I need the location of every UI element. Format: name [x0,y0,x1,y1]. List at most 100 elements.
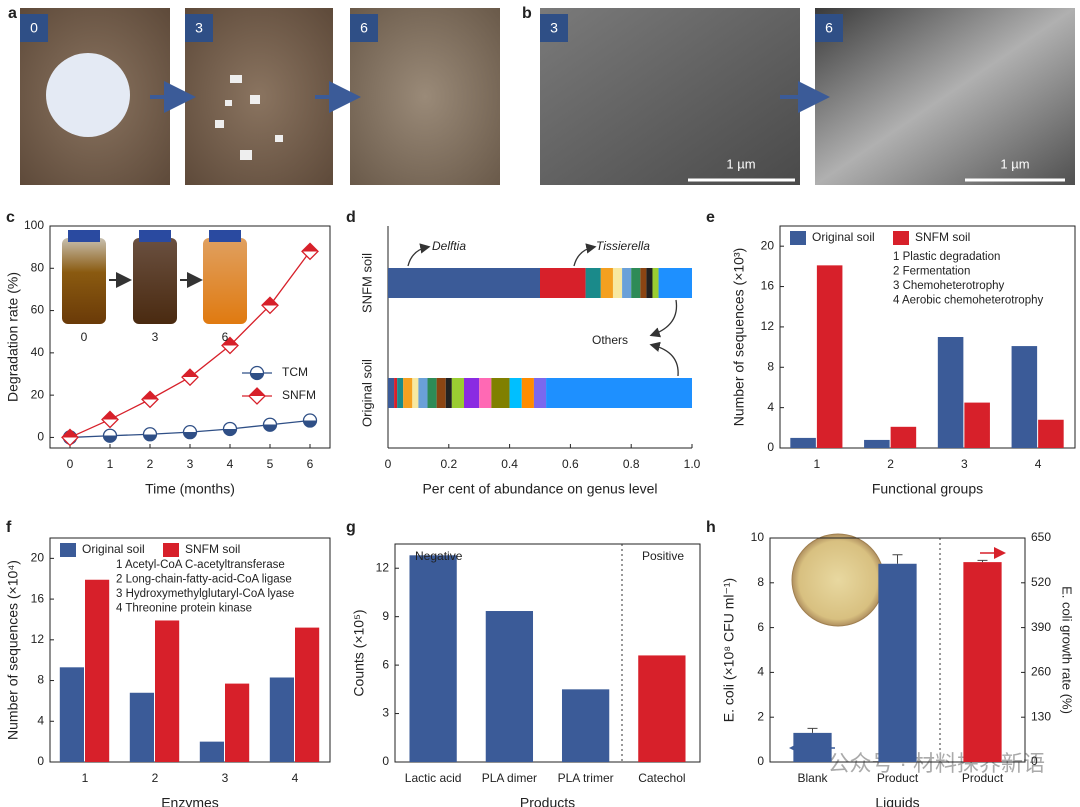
dish-inset [791,533,885,627]
frame-tag [350,14,378,42]
annotation: Tissierella [596,239,650,253]
error-bar [807,727,818,733]
y-tick-label: 40 [31,345,45,359]
frame-tag [185,14,213,42]
category-label: Original soil [359,359,374,427]
bar [878,563,917,762]
legend-label: Original soil [812,230,875,244]
note: 2 Fermentation [893,266,970,278]
x-tick-label: 0.2 [440,457,457,471]
frame-label: 3 [195,20,203,36]
y-tick-label: 0 [37,754,44,768]
y-tick-label: 20 [31,387,45,401]
bar [485,611,534,762]
y-tick-label: 8 [757,575,764,589]
bar-segment [612,268,623,298]
y-tick-label: 12 [31,632,45,646]
bar-segment [388,378,395,408]
bar [790,437,816,448]
plot-frame [49,537,331,763]
bar-segment [445,378,452,408]
x-tick-label: Product [962,771,1004,785]
bar-segment [451,378,464,408]
note: 1 Acetyl-CoA C-acetyltransferase [116,559,285,571]
bar [129,692,154,762]
point [61,428,79,447]
panel-label: e [706,209,715,226]
annotation: Positive [642,549,684,563]
annotation: Negative [415,549,463,563]
point [142,427,158,442]
y-tick-label: 8 [37,673,44,687]
point [302,413,318,428]
y-tick-label: 0 [382,754,389,768]
scale-label: 1 µm [726,156,755,171]
panel-label: f [6,519,12,536]
x-axis-label: Functional groups [872,481,983,497]
x-axis-label: Products [520,795,575,807]
bar-segment [418,378,428,408]
x-tick-label: Blank [797,771,828,785]
bar [1011,346,1038,448]
y-tick-label: 0 [757,754,764,768]
x-tick-label: 3 [222,771,229,785]
x-tick-label: Product [877,771,919,785]
x-tick-label: 2 [887,457,894,471]
y2-axis-label: E. coli growth rate (%) [1060,586,1075,714]
bar-segment [479,378,492,408]
legend-marker [249,365,265,381]
plot-frame [394,543,701,763]
bar [963,562,1002,762]
x-axis-label: Liquids [875,795,919,807]
bar [793,732,832,762]
legend-marker [248,387,266,405]
note: 3 Hydroxymethylglutaryl-CoA lyase [116,588,294,600]
y-tick-label: 100 [24,218,44,232]
y-axis-label: E. coli (×10⁸ CFU ml⁻¹) [721,578,737,722]
bar-segment [585,268,601,298]
frame-label: 6 [825,20,833,36]
bar [937,337,964,448]
bar-segment [622,268,632,298]
y-tick-label: 4 [757,665,764,679]
bar-segment [464,378,480,408]
sem-image [540,8,800,185]
bar-segment [546,378,692,408]
inset-label: 0 [81,330,88,344]
inset-label: 3 [152,330,159,344]
y2-tick-label: 650 [1031,530,1051,544]
x-tick-label: 0.4 [501,457,518,471]
bar-segment [436,378,446,408]
x-tick-label: 4 [227,457,234,471]
bar-segment [646,268,653,298]
x-tick-label: 3 [187,457,194,471]
bar [638,655,686,762]
film-disc [46,53,130,137]
x-tick-label: 1 [814,457,821,471]
frame-label: 0 [30,20,38,36]
y2-tick-label: 0 [1031,754,1038,768]
legend-swatch [163,543,179,557]
bar-segment [412,378,419,408]
legend-label: TCM [282,365,308,379]
bar-segment [394,378,398,408]
legend-label: Original soil [82,542,145,556]
x-axis-label: Enzymes [161,795,219,807]
watermark: 公众号 · 材料探界新语 [827,751,1045,776]
bar-segment [397,378,404,408]
film-fragments [215,75,283,160]
y-tick-label: 9 [382,609,389,623]
x-tick-label: Lactic acid [405,771,462,785]
x-tick-label: 0.6 [562,457,579,471]
frame-label: 3 [550,20,558,36]
y-tick-label: 12 [761,319,775,333]
bar [561,689,610,762]
x-tick-label: 0 [67,457,74,471]
point [301,242,319,261]
annotation-arrows [407,243,679,377]
point [221,336,239,355]
y2-tick-label: 260 [1031,665,1051,679]
y-tick-label: 60 [31,303,45,317]
x-tick-label: Catechol [638,771,685,785]
